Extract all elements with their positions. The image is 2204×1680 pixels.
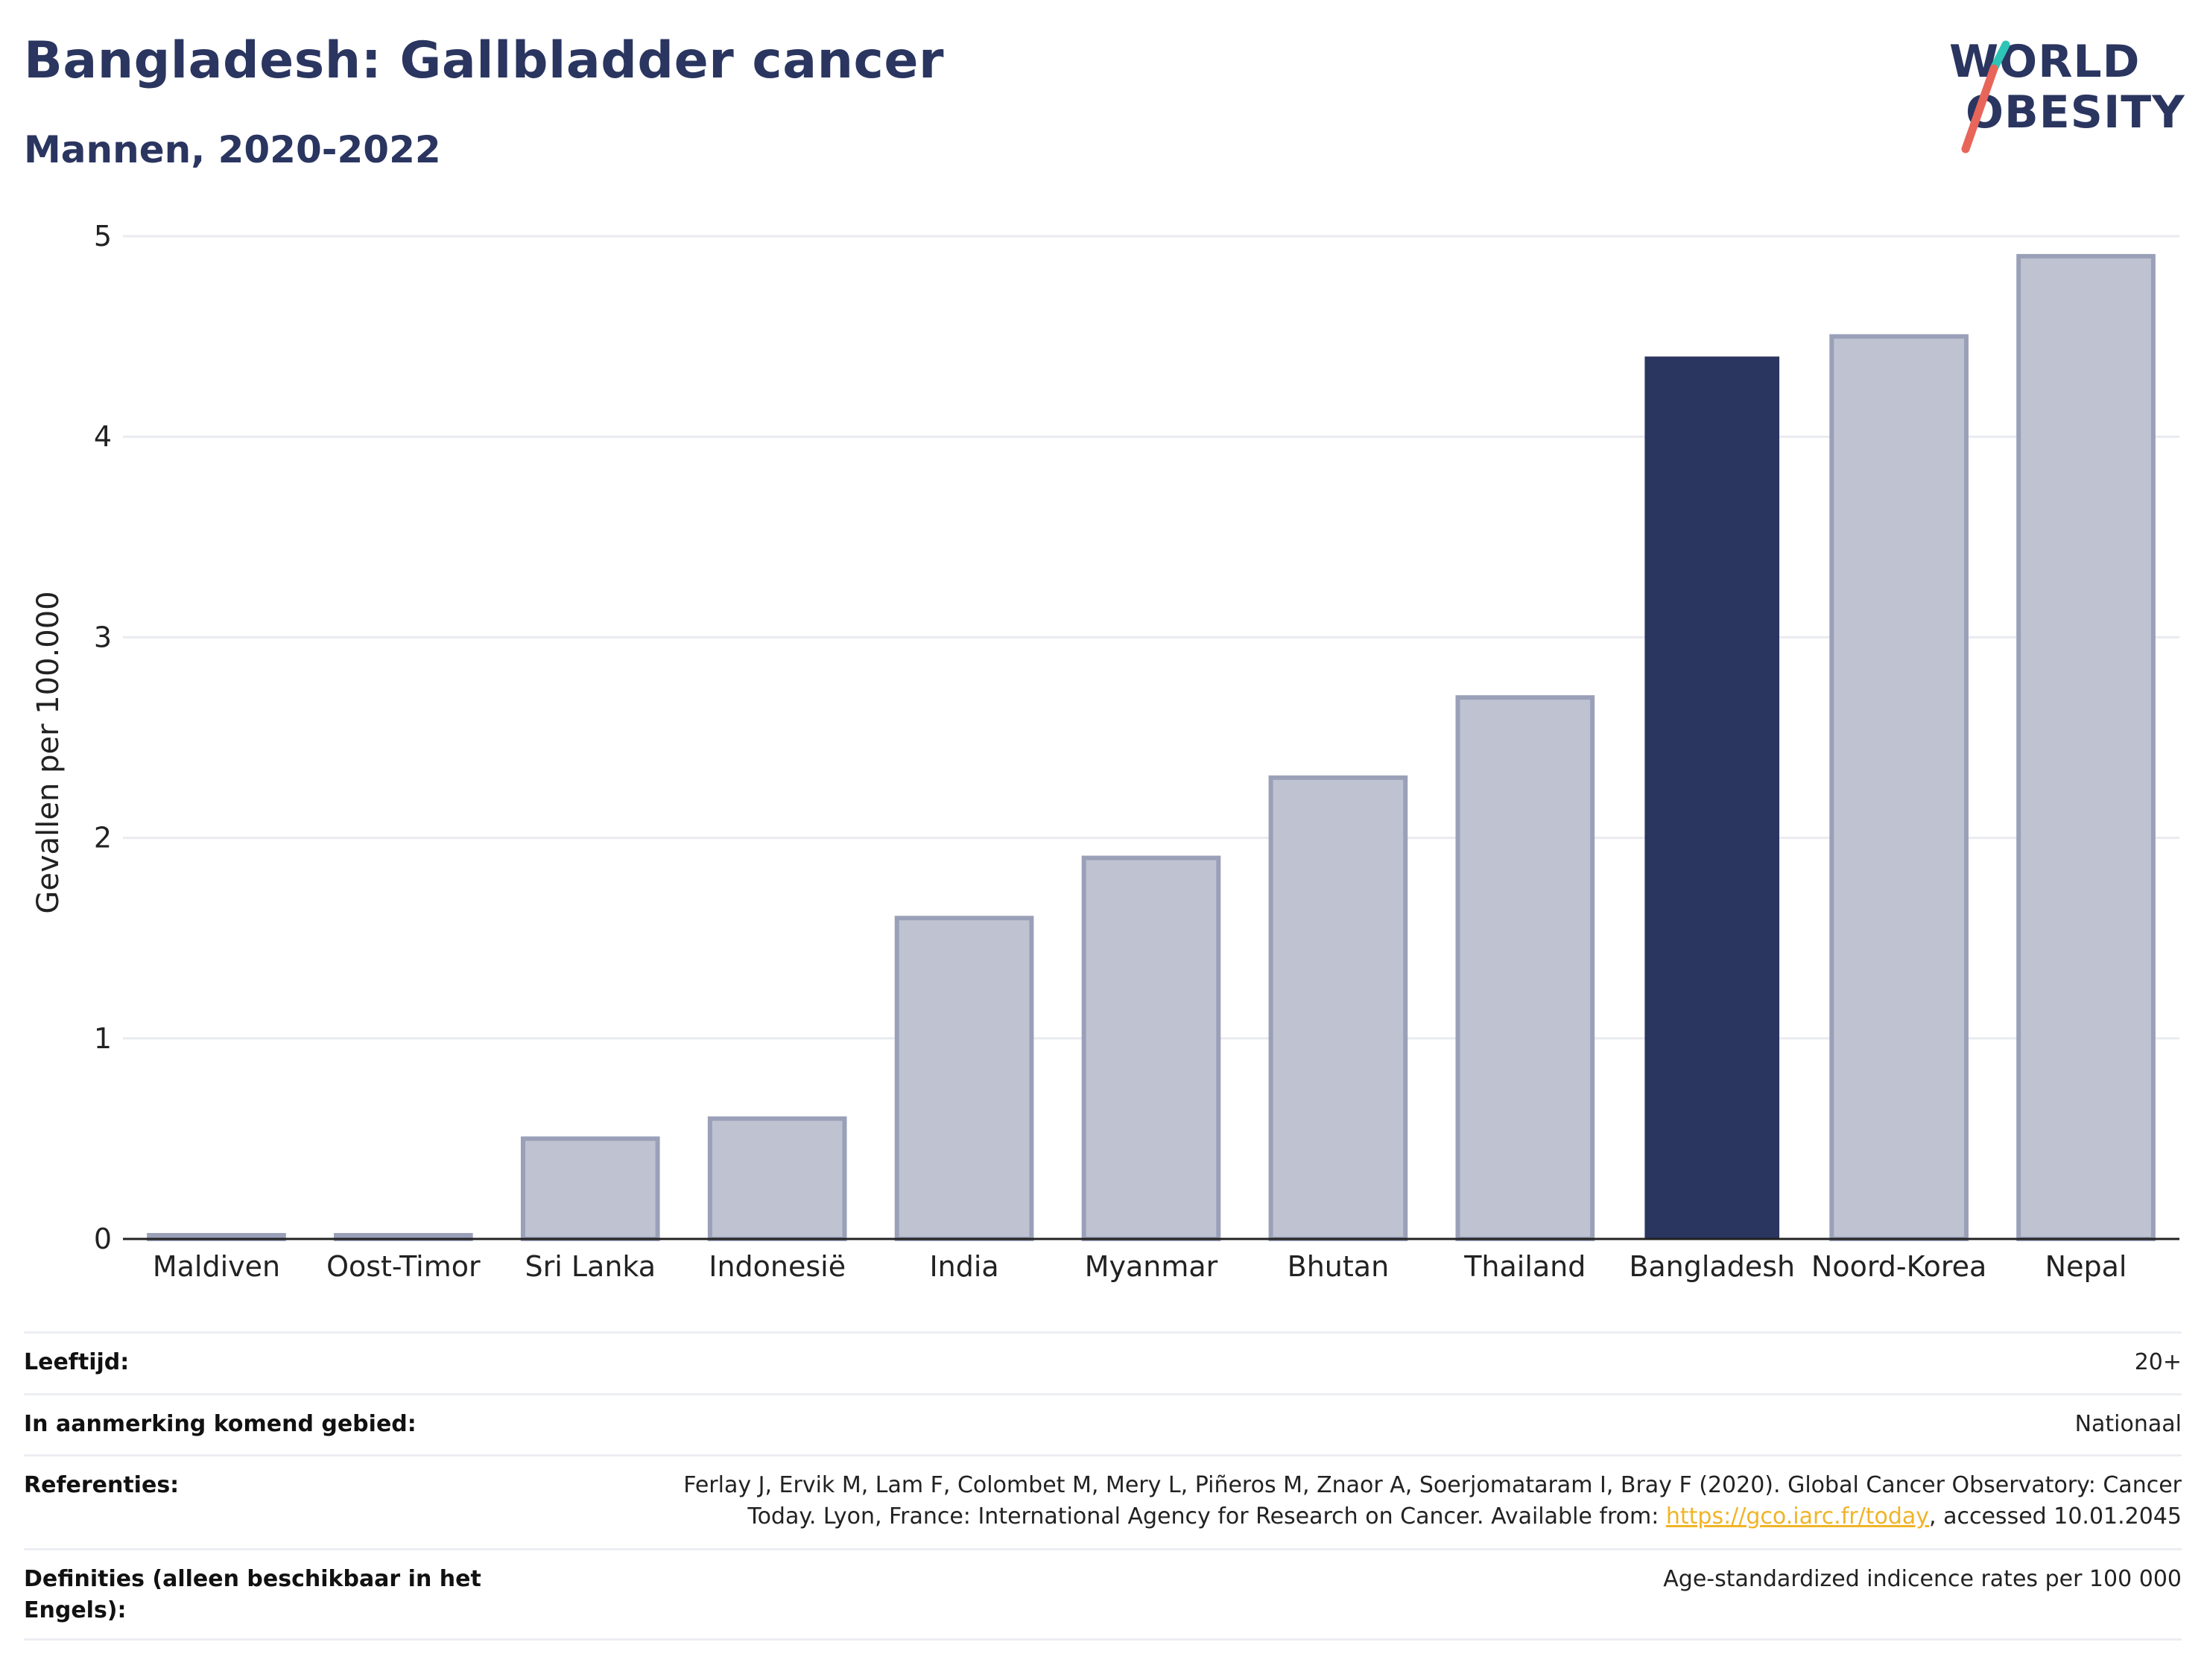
y-tick-label: 3: [94, 621, 112, 653]
age-label: Leeftijd:: [24, 1349, 130, 1375]
logo-text-obesity: OBESITY: [1966, 86, 2185, 139]
y-tick-label: 5: [94, 220, 112, 253]
world-obesity-logo: WORLD OBESITY: [1937, 30, 2191, 156]
logo-slash-icon: [1961, 40, 2010, 153]
x-tick-label: Sri Lanka: [525, 1250, 656, 1283]
info-row-references: Referenties: Ferlay J, Ervik M, Lam F, C…: [24, 1454, 2182, 1548]
references-text-2: Today. Lyon, France: International Agenc…: [747, 1503, 1666, 1530]
bar-chart: 0 1 2 3 4 5 Maldiven Oost-Timor Sri Lanka Indones…: [31, 220, 2179, 1283]
y-tick-label: 2: [94, 822, 112, 855]
bar: [707, 1116, 847, 1241]
references-label: Referenties:: [24, 1472, 180, 1498]
references-value: Ferlay J, Ervik M, Lam F, Colombet M, Me…: [542, 1470, 2182, 1532]
x-tick-label: Indonesië: [709, 1250, 846, 1283]
chart-title: Bangladesh: Gallbladder cancer: [24, 31, 944, 90]
y-tick-label: 0: [94, 1223, 112, 1255]
references-text-3: , accessed 10.01.2045: [1929, 1503, 2182, 1530]
references-text-1: Ferlay J, Ervik M, Lam F, Colombet M, Me…: [683, 1472, 2182, 1498]
x-tick-label: Thailand: [1463, 1250, 1586, 1283]
info-row-age: Leeftijd: 20+: [24, 1331, 2182, 1393]
y-axis-label: Gevallen per 100.000: [31, 591, 66, 913]
x-tick-label: Oost-Timor: [326, 1250, 481, 1283]
y-tick-label: 4: [94, 420, 112, 453]
area-value: Nationaal: [2074, 1411, 2182, 1437]
info-row-definitions: Definities (alleen beschikbaar in het En…: [24, 1548, 2182, 1641]
x-tick-label: Noord-Korea: [1811, 1250, 1986, 1283]
definitions-label: Definities (alleen beschikbaar in het En…: [24, 1566, 481, 1623]
bar: [1644, 356, 1780, 1239]
references-link[interactable]: https://gco.iarc.fr/today: [1665, 1503, 1930, 1530]
bar: [1081, 855, 1221, 1242]
logo-text-world: WORLD: [1949, 36, 2141, 88]
bar: [894, 916, 1034, 1242]
bar: [520, 1136, 660, 1242]
area-label: In aanmerking komend gebied:: [24, 1411, 417, 1437]
age-value: 20+: [2134, 1349, 2182, 1375]
y-tick-label: 1: [94, 1022, 112, 1055]
x-tick-label: Bhutan: [1288, 1250, 1390, 1283]
bar: [1455, 695, 1595, 1241]
info-row-area: In aanmerking komend gebied: Nationaal: [24, 1393, 2182, 1454]
x-tick-label: India: [929, 1250, 998, 1283]
bar: [1829, 334, 1969, 1242]
x-tick-label: Maldiven: [153, 1250, 280, 1283]
definitions-value: Age-standardized indicence rates per 100…: [1663, 1566, 2182, 1592]
bar: [1268, 775, 1408, 1241]
chart-subtitle: Mannen, 2020-2022: [24, 128, 441, 171]
info-table: Leeftijd: 20+ In aanmerking komend gebie…: [24, 1331, 2182, 1641]
x-tick-label: Nepal: [2045, 1250, 2127, 1283]
x-tick-label: Myanmar: [1085, 1250, 1218, 1283]
x-tick-label: Bangladesh: [1629, 1250, 1795, 1283]
bar: [2016, 253, 2156, 1241]
